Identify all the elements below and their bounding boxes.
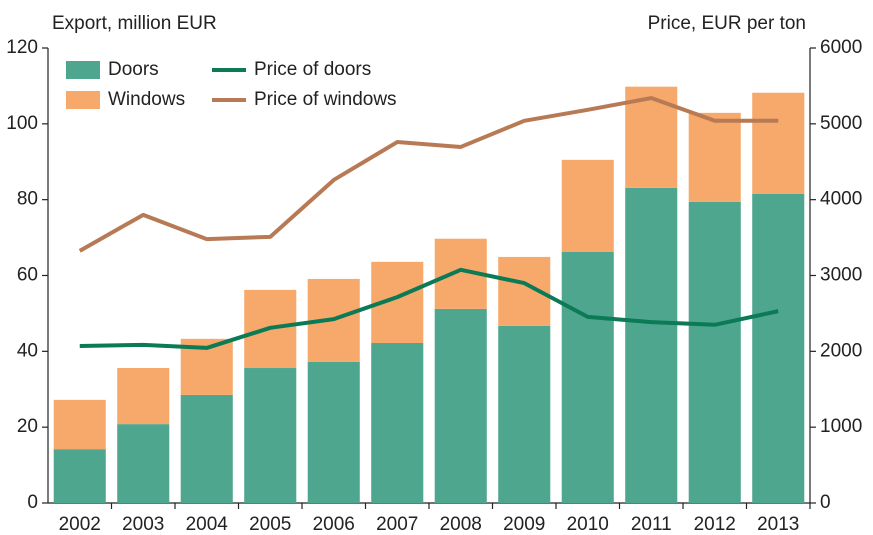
y2-tick-label: 5000: [820, 113, 862, 134]
legend-label: Windows: [108, 89, 185, 110]
y2-tick-label: 3000: [820, 265, 862, 286]
x-tick-label: 2008: [440, 514, 482, 535]
bar: [371, 342, 424, 503]
y-tick-label: 40: [17, 340, 38, 361]
bar: [752, 92, 805, 194]
bar: [561, 251, 614, 503]
y-tick-label: 100: [6, 113, 38, 134]
bar: [117, 424, 170, 503]
y-tick-label: 80: [17, 189, 38, 210]
bar: [117, 368, 170, 425]
bar: [498, 325, 551, 503]
bar: [180, 394, 233, 503]
line: [78, 96, 779, 253]
y-tick-label: 60: [17, 265, 38, 286]
bar: [244, 368, 297, 503]
line: [79, 267, 779, 350]
legend-label: Price of doors: [254, 59, 371, 80]
y-tick-label: 20: [17, 416, 38, 437]
x-tick-label: 2007: [376, 514, 418, 535]
bar: [688, 201, 741, 504]
x-tick-label: 2013: [757, 514, 799, 535]
y2-tick-label: 6000: [820, 37, 862, 58]
bar: [434, 308, 487, 503]
bar: [53, 449, 106, 503]
bar: [561, 159, 614, 252]
y-axis-label: Export, million EUR: [52, 13, 217, 34]
bar: [307, 361, 360, 503]
bar: [688, 112, 741, 202]
bar: [53, 399, 106, 450]
x-tick-label: 2006: [313, 514, 355, 535]
x-tick-label: 2012: [694, 514, 736, 535]
bar: [625, 187, 678, 503]
y2-tick-label: 1000: [820, 416, 862, 437]
y2-axis-label: Price, EUR per ton: [648, 13, 806, 34]
legend-swatch: [66, 91, 100, 109]
legend-label: Price of windows: [254, 89, 397, 110]
x-tick-label: 2004: [186, 514, 229, 535]
x-tick-label: 2009: [503, 514, 545, 535]
y2-tick-label: 0: [820, 492, 831, 513]
y2-tick-label: 2000: [820, 340, 862, 361]
legend-label: Doors: [108, 59, 159, 80]
x-tick-label: 2011: [631, 514, 672, 535]
legend-swatch: [66, 61, 100, 79]
y2-tick-label: 4000: [820, 189, 862, 210]
x-tick-label: 2003: [122, 514, 164, 535]
x-tick-label: 2005: [249, 514, 291, 535]
y-tick-label: 120: [6, 37, 38, 58]
x-tick-label: 2002: [59, 514, 101, 535]
x-tick-label: 2010: [567, 514, 609, 535]
y-tick-label: 0: [27, 492, 38, 513]
bar: [752, 193, 805, 503]
